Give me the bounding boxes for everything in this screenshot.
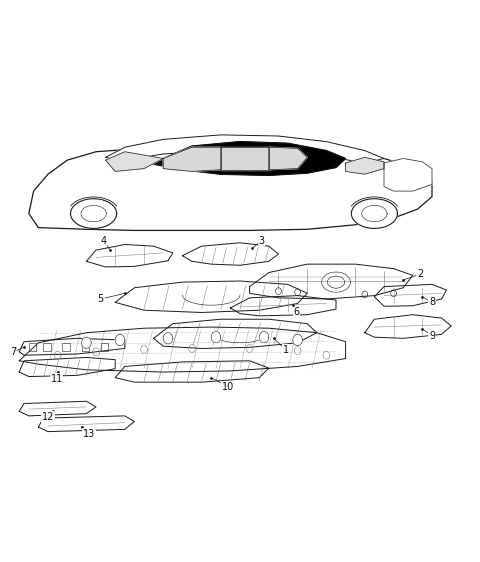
Polygon shape [154, 142, 346, 175]
Bar [101, 343, 108, 351]
Text: 10: 10 [222, 382, 234, 392]
Bar [62, 343, 70, 351]
Polygon shape [82, 337, 91, 348]
Polygon shape [351, 199, 397, 228]
Text: 7: 7 [10, 347, 17, 357]
Text: 1: 1 [283, 345, 288, 355]
Polygon shape [154, 319, 317, 348]
Text: 11: 11 [50, 374, 63, 384]
Polygon shape [38, 416, 134, 432]
Bar [82, 343, 89, 351]
Polygon shape [115, 281, 307, 312]
Text: 9: 9 [429, 331, 435, 341]
Polygon shape [19, 327, 346, 372]
Polygon shape [384, 158, 432, 191]
Polygon shape [374, 284, 446, 306]
Polygon shape [163, 333, 173, 344]
Bar [43, 343, 51, 351]
Text: 3: 3 [259, 235, 264, 246]
Polygon shape [182, 243, 278, 265]
Polygon shape [115, 361, 269, 382]
Polygon shape [106, 152, 163, 171]
Text: 5: 5 [97, 294, 104, 304]
Bar [29, 343, 36, 351]
Polygon shape [106, 135, 384, 163]
Polygon shape [211, 332, 221, 343]
Polygon shape [293, 334, 302, 346]
Text: 4: 4 [100, 235, 106, 246]
Text: 13: 13 [83, 429, 95, 439]
Polygon shape [250, 264, 413, 299]
Polygon shape [19, 357, 115, 377]
Polygon shape [230, 296, 336, 316]
Polygon shape [29, 147, 432, 230]
Polygon shape [346, 157, 384, 174]
Polygon shape [19, 401, 96, 416]
Polygon shape [115, 334, 125, 346]
Polygon shape [259, 332, 269, 343]
Polygon shape [269, 147, 307, 170]
Polygon shape [163, 147, 221, 171]
Text: 6: 6 [294, 307, 300, 318]
Polygon shape [38, 190, 173, 219]
Text: 8: 8 [429, 297, 435, 307]
Polygon shape [86, 244, 173, 267]
Polygon shape [19, 338, 125, 355]
Polygon shape [365, 315, 451, 338]
Polygon shape [221, 147, 269, 170]
Text: 12: 12 [42, 412, 54, 422]
Text: 2: 2 [417, 269, 423, 279]
Polygon shape [71, 199, 117, 228]
